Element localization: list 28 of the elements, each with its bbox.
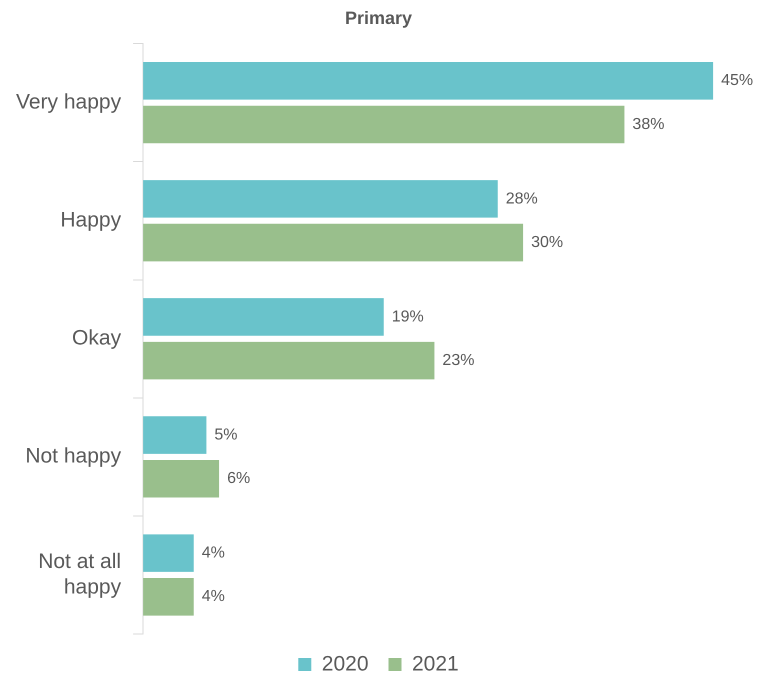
bar (143, 534, 194, 572)
legend-label: 2021 (412, 652, 459, 676)
data-label: 30% (531, 234, 564, 251)
data-label: 38% (632, 116, 664, 133)
data-label: 45% (721, 72, 754, 90)
data-label: 4% (202, 588, 225, 606)
bar (143, 62, 714, 100)
data-label: 5% (214, 426, 238, 444)
data-label: 28% (506, 190, 538, 208)
bar (143, 578, 194, 616)
y-tick-label: Not at all happy (38, 550, 122, 598)
y-tick-label: Happy (60, 208, 122, 232)
bar (143, 106, 624, 144)
bar (143, 180, 498, 218)
data-label: 4% (202, 544, 225, 562)
data-label: 23% (442, 352, 474, 370)
chart-title: Primary (344, 8, 412, 28)
bar (143, 460, 220, 498)
y-tick-label: Not happy (25, 444, 122, 468)
legend-label: 2020 (322, 652, 368, 676)
data-label: 19% (392, 308, 424, 326)
bar (143, 298, 384, 336)
y-tick-label: Okay (72, 326, 122, 350)
data-label: 6% (227, 470, 250, 488)
y-tick-label: Very happy (16, 90, 122, 114)
bar (143, 224, 524, 262)
bar (143, 416, 206, 454)
bar (143, 342, 434, 380)
